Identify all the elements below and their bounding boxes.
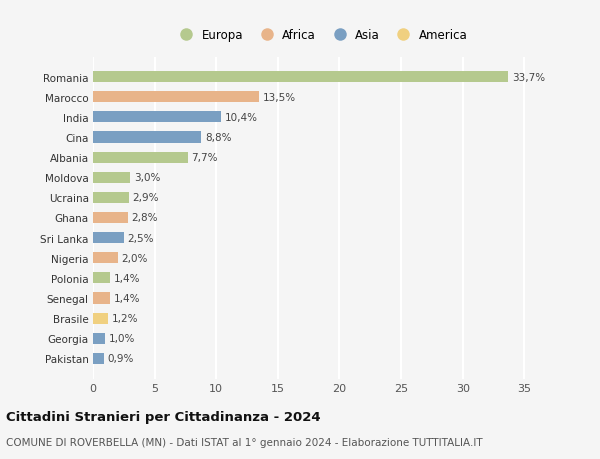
Bar — [93, 233, 124, 244]
Bar — [93, 313, 108, 324]
Text: 1,4%: 1,4% — [114, 273, 140, 283]
Bar — [93, 92, 259, 103]
Text: 3,0%: 3,0% — [134, 173, 160, 183]
Text: 1,2%: 1,2% — [112, 313, 138, 324]
Bar — [93, 293, 110, 304]
Bar — [93, 213, 128, 224]
Legend: Europa, Africa, Asia, America: Europa, Africa, Asia, America — [170, 25, 472, 47]
Text: 8,8%: 8,8% — [205, 133, 232, 143]
Bar — [93, 72, 508, 83]
Text: 1,4%: 1,4% — [114, 293, 140, 303]
Text: 10,4%: 10,4% — [225, 112, 258, 123]
Text: 1,0%: 1,0% — [109, 334, 136, 343]
Bar — [93, 192, 129, 203]
Text: 0,9%: 0,9% — [108, 353, 134, 364]
Text: 2,0%: 2,0% — [121, 253, 148, 263]
Bar — [93, 172, 130, 184]
Text: COMUNE DI ROVERBELLA (MN) - Dati ISTAT al 1° gennaio 2024 - Elaborazione TUTTITA: COMUNE DI ROVERBELLA (MN) - Dati ISTAT a… — [6, 437, 482, 447]
Text: 7,7%: 7,7% — [191, 153, 218, 163]
Bar — [93, 273, 110, 284]
Text: 2,8%: 2,8% — [131, 213, 158, 223]
Text: Cittadini Stranieri per Cittadinanza - 2024: Cittadini Stranieri per Cittadinanza - 2… — [6, 410, 320, 423]
Bar — [93, 252, 118, 264]
Text: 2,9%: 2,9% — [133, 193, 159, 203]
Bar — [93, 112, 221, 123]
Text: 13,5%: 13,5% — [263, 93, 296, 102]
Bar — [93, 152, 188, 163]
Bar — [93, 333, 106, 344]
Bar — [93, 132, 202, 143]
Text: 2,5%: 2,5% — [128, 233, 154, 243]
Text: 33,7%: 33,7% — [512, 73, 545, 83]
Bar — [93, 353, 104, 364]
